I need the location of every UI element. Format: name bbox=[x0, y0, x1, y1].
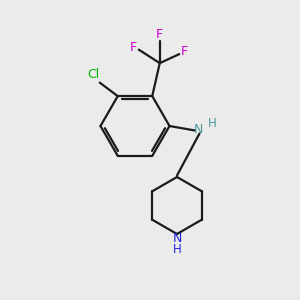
Text: F: F bbox=[181, 45, 188, 58]
Text: N: N bbox=[193, 123, 203, 136]
Text: H: H bbox=[172, 243, 182, 256]
Text: F: F bbox=[156, 28, 163, 40]
Text: Cl: Cl bbox=[88, 68, 100, 81]
Text: H: H bbox=[208, 116, 217, 130]
Text: F: F bbox=[130, 41, 137, 54]
Text: N: N bbox=[172, 232, 182, 245]
